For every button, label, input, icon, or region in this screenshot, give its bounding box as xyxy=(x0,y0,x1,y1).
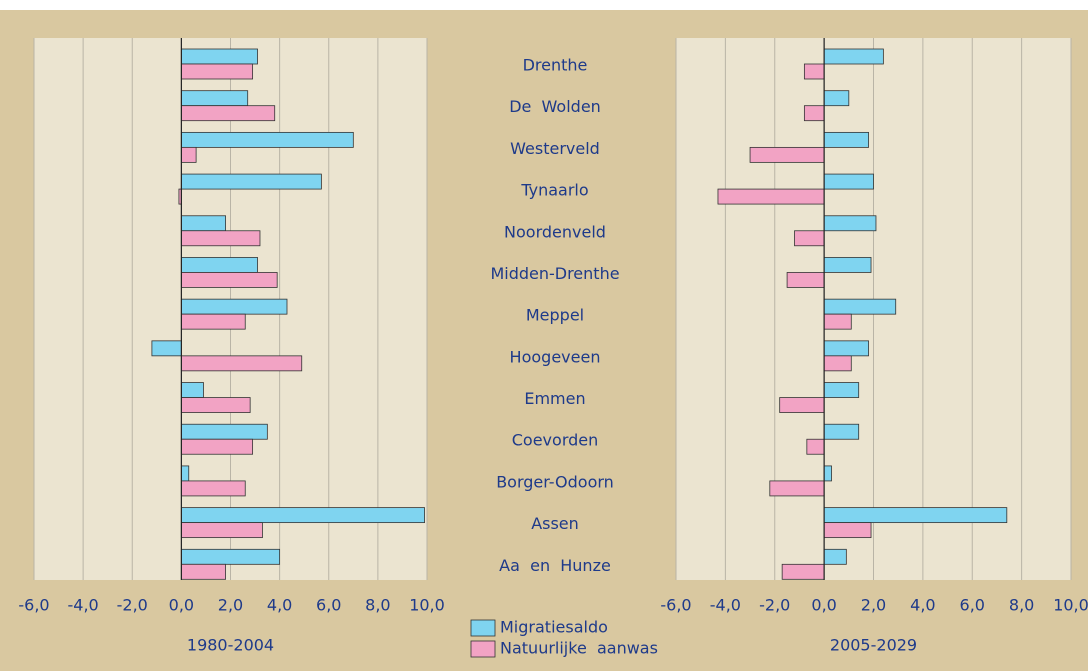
x-tick-label: 6,0 xyxy=(316,596,341,615)
x-tick-label: -2,0 xyxy=(117,596,148,615)
bar xyxy=(180,313,246,330)
category-label: Coevorden xyxy=(512,431,599,450)
bar xyxy=(180,465,190,482)
axis-title: 1980-2004 xyxy=(187,636,274,655)
bar xyxy=(823,507,1008,524)
legend-label: Natuurlijke aanwas xyxy=(500,639,658,658)
bar xyxy=(180,230,261,247)
bar xyxy=(823,382,860,398)
bar xyxy=(180,548,281,565)
category-label: Borger-Odoorn xyxy=(496,472,614,491)
bar xyxy=(180,215,226,232)
bar xyxy=(779,397,825,413)
bar xyxy=(823,465,832,482)
bar xyxy=(781,563,825,580)
x-tick-label: 10,0 xyxy=(409,596,445,615)
bar xyxy=(823,355,852,372)
x-tick-label: 0,0 xyxy=(169,596,194,615)
bar xyxy=(823,340,869,357)
bar xyxy=(717,188,825,205)
category-label: Meppel xyxy=(526,306,584,325)
bar xyxy=(180,397,251,413)
bar xyxy=(823,548,847,565)
bar xyxy=(180,63,254,80)
bar xyxy=(180,257,258,273)
category-label: Hoogeveen xyxy=(510,347,601,366)
axis-title: 2005-2029 xyxy=(830,636,917,655)
x-tick-label: -6,0 xyxy=(18,596,49,615)
x-tick-label: 4,0 xyxy=(910,596,935,615)
bar xyxy=(803,105,825,122)
category-label: Aa en Hunze xyxy=(499,556,611,575)
bar xyxy=(180,522,263,539)
bar xyxy=(823,522,872,539)
category-label: De Wolden xyxy=(509,97,601,116)
bar xyxy=(803,63,825,80)
category-label: Tynaarlo xyxy=(520,181,588,200)
bar xyxy=(823,423,860,440)
bar xyxy=(180,131,354,148)
category-label: Assen xyxy=(531,514,579,533)
x-tick-label: -6,0 xyxy=(660,596,691,615)
bar xyxy=(749,146,825,163)
bar xyxy=(823,173,874,190)
bar xyxy=(180,146,197,163)
bar xyxy=(180,563,226,580)
bar xyxy=(180,438,254,455)
bar xyxy=(180,272,278,288)
bar xyxy=(180,507,425,524)
bar xyxy=(823,90,850,107)
bar xyxy=(823,313,852,330)
bar xyxy=(151,340,182,357)
category-label: Emmen xyxy=(524,389,585,408)
bar xyxy=(180,480,246,497)
category-label: Drenthe xyxy=(523,56,588,75)
x-tick-label: 0,0 xyxy=(811,596,836,615)
legend-label: Migratiesaldo xyxy=(500,618,608,637)
bar xyxy=(794,230,825,247)
category-label: Midden-Drenthe xyxy=(490,264,619,283)
legend-swatch xyxy=(470,640,496,658)
bar xyxy=(180,48,258,65)
x-tick-label: 2,0 xyxy=(218,596,243,615)
category-label: Noordenveld xyxy=(504,222,606,241)
category-label: Westerveld xyxy=(510,139,600,158)
bar xyxy=(180,355,303,372)
x-tick-label: -4,0 xyxy=(68,596,99,615)
bar xyxy=(180,298,288,315)
bar xyxy=(180,90,249,107)
bar xyxy=(823,215,877,232)
x-tick-label: -2,0 xyxy=(759,596,790,615)
x-tick-label: 6,0 xyxy=(960,596,985,615)
bar xyxy=(823,257,872,273)
bar xyxy=(823,131,869,148)
bar xyxy=(806,438,825,455)
bar xyxy=(180,105,276,122)
bar xyxy=(786,272,825,288)
x-tick-label: -4,0 xyxy=(710,596,741,615)
bar xyxy=(180,423,268,440)
x-tick-label: 4,0 xyxy=(267,596,292,615)
bar xyxy=(769,480,825,497)
x-tick-label: 10,0 xyxy=(1053,596,1088,615)
bar xyxy=(823,298,897,315)
legend-swatch xyxy=(470,619,496,637)
x-tick-label: 8,0 xyxy=(365,596,390,615)
x-tick-label: 2,0 xyxy=(861,596,886,615)
bar xyxy=(180,382,204,398)
bar xyxy=(823,48,884,65)
x-tick-label: 8,0 xyxy=(1009,596,1034,615)
bar xyxy=(180,173,322,190)
